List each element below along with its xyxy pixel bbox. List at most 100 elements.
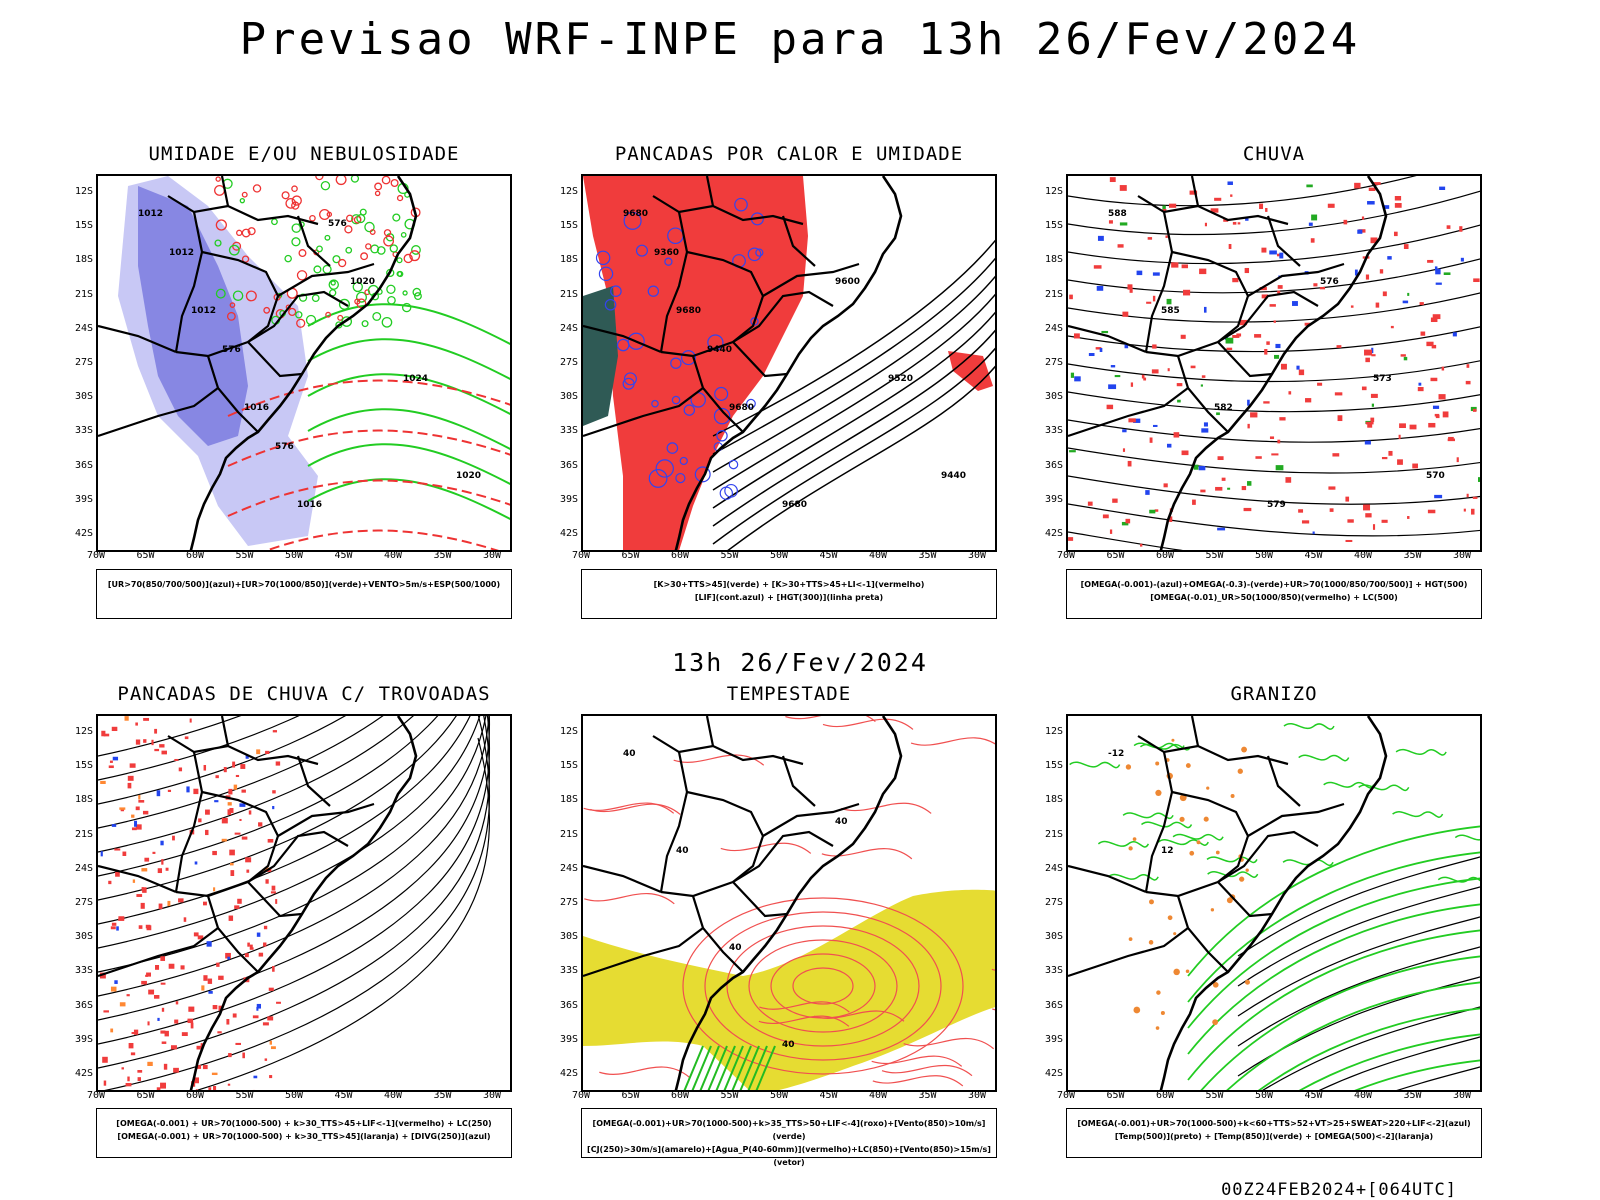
state-border xyxy=(1068,864,1147,894)
rain-cell xyxy=(1201,428,1209,433)
storm-cell xyxy=(138,925,143,929)
storm-cell xyxy=(142,810,149,815)
state-border xyxy=(691,895,744,973)
lat-tick-label: 24S xyxy=(74,322,93,334)
storm-cell xyxy=(269,1075,273,1079)
storm-cell xyxy=(165,867,169,871)
storm-cell xyxy=(239,818,242,821)
rain-cell xyxy=(1452,332,1457,337)
storm-cell xyxy=(256,1003,262,1009)
rain-cell xyxy=(1203,422,1208,427)
state-border xyxy=(686,250,765,343)
rain-cell xyxy=(1068,537,1074,541)
contour-label: 1012 xyxy=(191,306,216,316)
lif-contour xyxy=(716,429,728,442)
lon-tick-label: 55W xyxy=(720,550,739,561)
green-contour xyxy=(1454,834,1480,841)
jet-shade xyxy=(583,889,995,1090)
cloud-blob xyxy=(313,265,322,274)
map-panel: 40 40 40 40 40 xyxy=(581,714,997,1092)
rain-cell xyxy=(1298,509,1304,513)
rain-cell xyxy=(1402,300,1409,304)
rain-cell xyxy=(1383,205,1390,209)
state-border xyxy=(1137,195,1289,226)
state-border xyxy=(583,927,704,978)
lat-tick-label: 12S xyxy=(559,726,578,737)
storm-cell xyxy=(227,956,230,960)
lif-contour xyxy=(627,332,645,350)
storm-cell xyxy=(208,1087,212,1090)
rain-cell xyxy=(1152,272,1160,276)
storm-cell xyxy=(161,1007,165,1012)
map-panel: 588 585 582 579 576 573 570 xyxy=(1066,174,1482,552)
state-border xyxy=(705,176,715,207)
green-contour xyxy=(1141,821,1193,829)
lif-contour xyxy=(728,459,739,470)
storm-cell xyxy=(267,838,274,843)
rain-cell xyxy=(1364,440,1371,445)
state-border xyxy=(206,355,259,433)
state-border xyxy=(98,864,177,894)
rain-cell xyxy=(1214,197,1222,201)
storm-cell xyxy=(189,718,192,723)
contour-label: 40 xyxy=(782,1040,795,1050)
height-contour xyxy=(712,275,995,473)
storm-cell xyxy=(141,887,144,891)
contour-label: 576 xyxy=(328,219,347,229)
cloud-blob xyxy=(390,179,399,188)
rain-cell xyxy=(1167,368,1170,372)
lon-tick-label: 60W xyxy=(1155,550,1175,561)
storm-cell xyxy=(200,1043,203,1049)
cloud-blob xyxy=(291,223,302,233)
storm-cell xyxy=(240,764,246,769)
rain-cell xyxy=(1466,364,1470,368)
lon-tick-label: 60W xyxy=(185,1090,205,1101)
storm-cell xyxy=(244,953,249,958)
wind-vector xyxy=(755,1045,776,1090)
rain-cell xyxy=(1163,483,1168,488)
hgt500-contour xyxy=(1068,531,1183,550)
run-footer: 00Z24FEB2024+[064UTC] xyxy=(1221,1180,1457,1200)
rain-cell xyxy=(1110,365,1116,368)
rain-cell xyxy=(1400,354,1406,357)
cloud-blob xyxy=(284,254,292,263)
legend-line: [OMEGA(-0.001)-(azul)+OMEGA(-0.3)-(verde… xyxy=(1080,580,1468,589)
contour-label: 9440 xyxy=(941,471,966,481)
lif-contour xyxy=(755,248,764,257)
lat-tick-label: 30S xyxy=(559,391,578,403)
storm-cell xyxy=(232,761,236,768)
storm-cell xyxy=(160,982,166,985)
cloud-blob xyxy=(345,246,353,254)
thickness-contour xyxy=(227,379,510,417)
storm-cell xyxy=(135,806,140,811)
storm-cell xyxy=(187,1018,194,1024)
lon-tick-label: 35W xyxy=(433,1090,452,1101)
rain-cell xyxy=(1183,289,1191,296)
storm-cell xyxy=(101,730,106,737)
storm-cell xyxy=(218,1005,223,1011)
lat-tick-label: 30S xyxy=(559,931,578,943)
storm-cell xyxy=(161,1041,167,1044)
storm-cell xyxy=(196,1045,201,1050)
hail-cell xyxy=(1128,846,1133,851)
cloud-blob xyxy=(332,255,341,264)
storm-cell xyxy=(133,1029,139,1035)
teal-shade xyxy=(583,286,618,426)
rain-cell xyxy=(1130,382,1134,387)
hail-cell xyxy=(1203,816,1209,822)
rain-cell xyxy=(1097,235,1104,241)
storm-cell xyxy=(174,758,179,761)
storm-cell xyxy=(217,1031,222,1034)
state-border xyxy=(167,195,319,226)
thickness-contour xyxy=(227,479,510,517)
state-border xyxy=(1247,802,1345,837)
storm-cell xyxy=(272,730,278,733)
hail-cell xyxy=(1230,793,1235,798)
rain-cell xyxy=(1232,277,1239,283)
storm-cell xyxy=(138,800,145,803)
rain-cell xyxy=(1311,214,1318,221)
lat-tick-label: 18S xyxy=(559,794,578,806)
rain-cell xyxy=(1232,221,1237,225)
green-contour xyxy=(1172,833,1224,841)
state-border xyxy=(1171,790,1250,883)
